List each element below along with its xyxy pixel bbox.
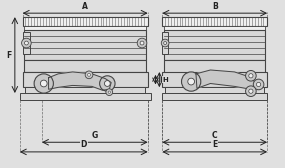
Polygon shape <box>48 72 111 90</box>
Bar <box>25 87 145 93</box>
Bar <box>25 60 146 72</box>
Bar <box>164 26 265 30</box>
Bar <box>164 30 265 60</box>
Polygon shape <box>196 70 257 89</box>
Circle shape <box>161 39 169 47</box>
Text: H: H <box>162 77 168 83</box>
Bar <box>23 17 148 26</box>
Circle shape <box>249 89 253 93</box>
Circle shape <box>188 78 195 85</box>
Bar <box>164 60 265 74</box>
Circle shape <box>253 79 264 90</box>
Circle shape <box>40 80 47 87</box>
Bar <box>20 93 151 100</box>
Circle shape <box>87 73 90 76</box>
Circle shape <box>246 86 256 96</box>
Circle shape <box>100 76 115 91</box>
Circle shape <box>249 74 253 78</box>
Circle shape <box>246 71 256 81</box>
Bar <box>23 72 148 87</box>
Circle shape <box>182 72 201 91</box>
Text: B: B <box>212 2 218 11</box>
Circle shape <box>164 42 167 45</box>
Circle shape <box>104 81 110 86</box>
Text: G: G <box>92 131 98 140</box>
Circle shape <box>22 38 31 48</box>
Bar <box>162 32 168 54</box>
Circle shape <box>85 71 93 79</box>
Bar <box>162 93 267 100</box>
Bar <box>165 87 264 93</box>
Circle shape <box>25 41 28 45</box>
Circle shape <box>137 38 147 48</box>
Text: C: C <box>212 131 217 140</box>
Text: E: E <box>212 140 217 150</box>
Text: D: D <box>81 140 87 150</box>
Circle shape <box>108 91 110 93</box>
Bar <box>162 72 267 87</box>
Text: F: F <box>7 51 12 60</box>
Bar <box>23 32 30 54</box>
Circle shape <box>140 41 144 45</box>
Bar <box>25 26 146 30</box>
Bar <box>25 30 146 60</box>
Circle shape <box>34 74 53 93</box>
Text: H: H <box>159 77 165 83</box>
Circle shape <box>106 89 113 96</box>
Bar <box>162 17 267 26</box>
Circle shape <box>256 82 261 87</box>
Text: A: A <box>82 2 88 11</box>
